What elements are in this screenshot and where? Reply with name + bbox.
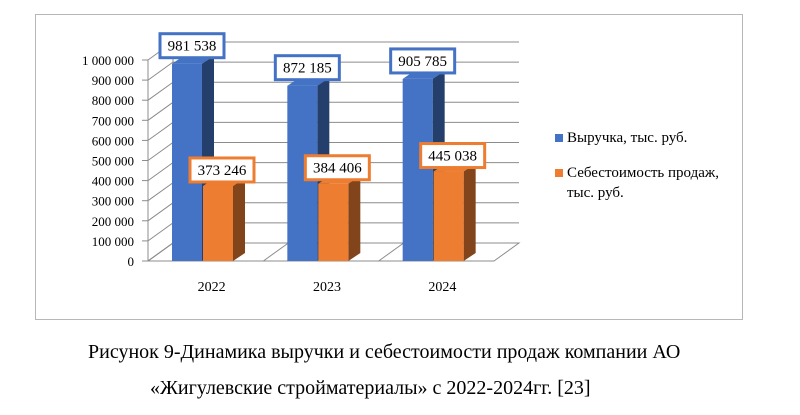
x-tick-mark [147,242,174,262]
data-label-box [273,54,341,82]
bar-chart: 0 100 000 200 000 300 000 400 000 500 000 600 … [82,32,521,295]
figure-caption-line-2: «Жигулевские стройматериалы» с 2022-2024… [150,377,591,399]
y-tick-label: 400 000 [92,174,134,189]
legend-item-cost: Себестоимость продаж, тыс. руб. [555,163,735,203]
y-tick-label: 600 000 [92,133,134,148]
data-label-box [158,32,226,60]
bar-0 [402,78,433,261]
legend-swatch-revenue [555,134,563,142]
bar-1 [433,171,464,261]
x-tick-label: 2024 [428,280,456,295]
x-tick-label: 2023 [313,280,341,295]
data-label: 905 785 [398,54,447,70]
bar-1 [203,185,233,261]
y-tick-label: 300 000 [92,194,134,209]
legend-swatch-cost [555,169,563,177]
data-label-box [389,47,457,75]
chart-frame: 0 100 000 200 000 300 000 400 000 500 000 600 … [35,14,743,320]
data-label: 373 246 [198,163,247,179]
legend-label-cost: Себестоимость продаж, тыс. руб. [567,165,720,201]
data-label: 384 406 [313,161,362,177]
bar-side-1 [233,177,245,261]
legend-item-revenue: Выручка, тыс. руб. [555,128,735,148]
bar-side-1 [463,163,476,261]
y-tick-label: 0 [128,254,135,269]
y-tick-label: 100 000 [92,234,134,249]
y-tick-label: 1 000 000 [82,53,134,68]
bar-side-1 [348,175,361,261]
x-tick-mark [263,242,289,262]
data-label-box [419,142,487,170]
y-tick-label: 500 000 [92,154,134,169]
y-tick-label: 200 000 [92,214,134,229]
data-label-box [303,154,371,182]
x-tick-label: 2022 [198,280,226,295]
figure-caption-line-1: Рисунок 9-Динамика выручки и себестоимос… [88,341,681,363]
y-tick-label: 800 000 [92,93,134,108]
bar-1 [318,183,349,261]
data-label: 981 538 [168,39,217,55]
x-tick-mark [378,242,404,262]
y-tick-label: 700 000 [92,113,134,128]
data-label-box [188,156,256,184]
data-label: 445 038 [428,149,477,165]
legend: Выручка, тыс. руб. Себестоимость продаж,… [555,128,735,218]
y-tick-label: 900 000 [92,73,134,88]
legend-label-revenue: Выручка, тыс. руб. [567,130,688,146]
data-label: 872 185 [283,61,332,77]
